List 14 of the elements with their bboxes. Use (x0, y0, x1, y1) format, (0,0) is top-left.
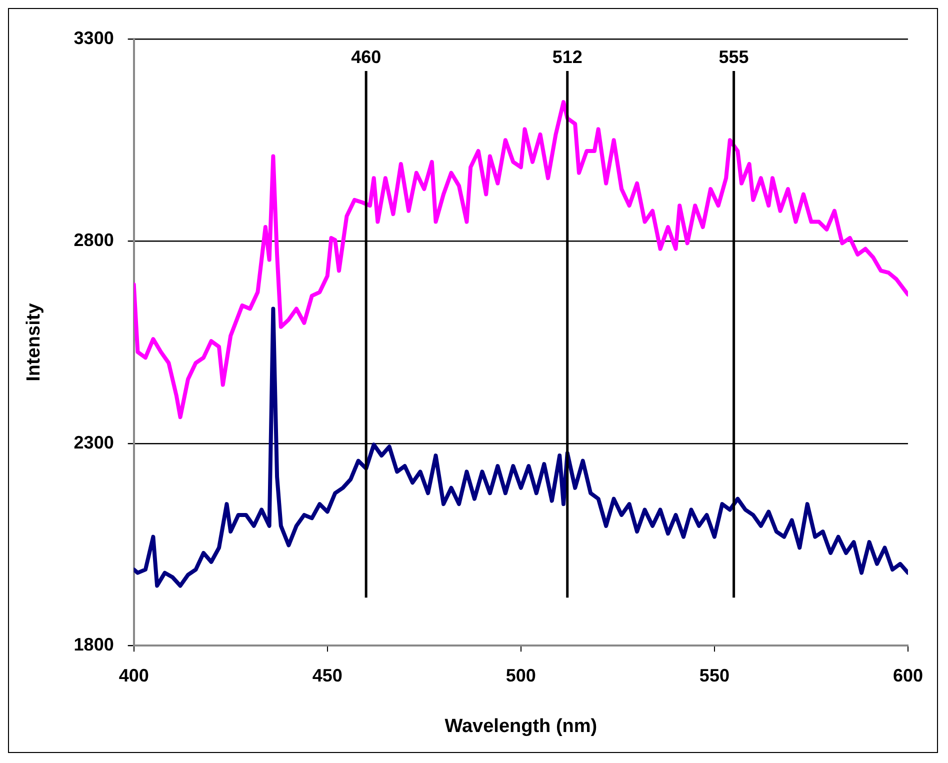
ref-line-label: 555 (718, 46, 749, 67)
ref-line-label: 512 (552, 46, 582, 67)
y-tick-label: 1800 (74, 634, 114, 655)
x-tick-label: 450 (312, 665, 342, 686)
x-tick-label: 500 (506, 665, 536, 686)
x-tick-label: 600 (892, 665, 924, 686)
x-axis-title: Wavelength (nm) (444, 716, 598, 737)
x-tick-label: 400 (118, 665, 149, 686)
y-tick-label: 2300 (74, 432, 114, 452)
y-tick-label: 3300 (74, 28, 114, 48)
y-axis-title: Intensity (24, 302, 45, 382)
ref-line-label: 460 (351, 46, 382, 67)
y-tick-label: 2800 (74, 230, 114, 250)
x-tick-label: 550 (699, 665, 730, 686)
